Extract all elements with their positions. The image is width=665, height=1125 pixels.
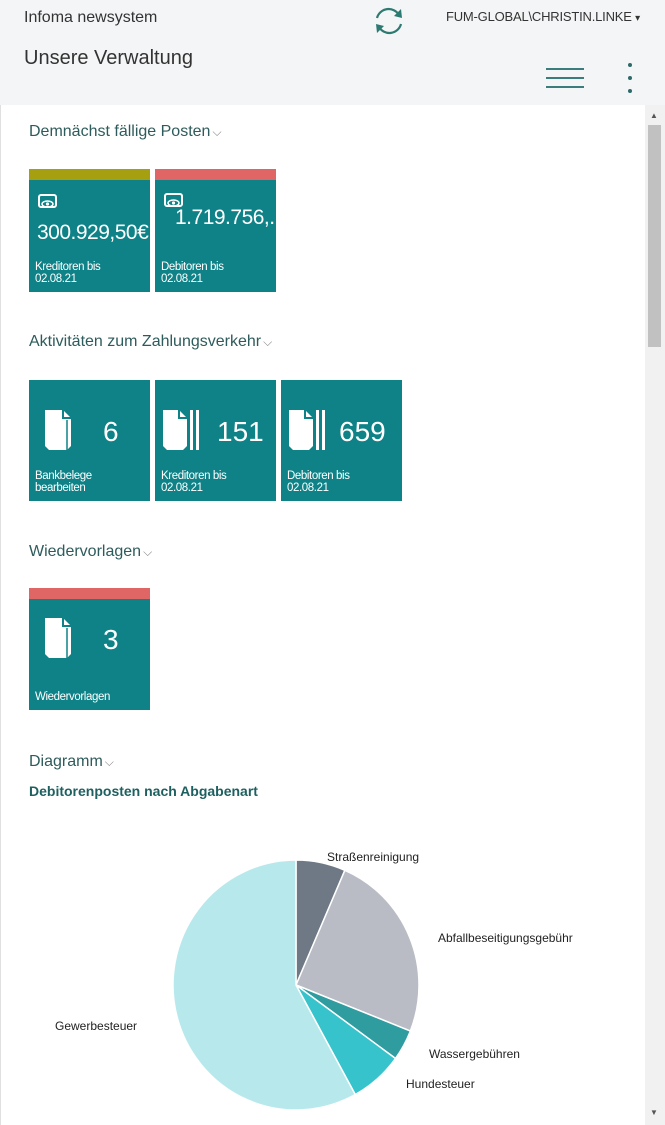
refresh-icon [375,7,403,35]
tile-bank-documents[interactable]: 6 Bankbelege bearbeiten [29,380,150,501]
eye-icon [38,194,57,208]
scroll-up-arrow-icon[interactable]: ▲ [650,111,658,120]
pie-label: Hundesteuer [406,1077,475,1091]
section-title: Diagramm [29,753,103,770]
app-title: Infoma newsystem [24,9,158,26]
tile-count: 3 [103,624,119,655]
tile-debtors-activities[interactable]: 659 Debitoren bis 02.08.21 [281,380,402,501]
tile-label: Debitoren bis 02.08.21 [287,470,350,494]
tile-value: 1.719.756,... [175,206,286,229]
tile-label: Kreditoren bis 02.08.21 [35,261,101,285]
pie-label: Abfallbeseitigungsgebühr [438,931,573,945]
section-title: Aktivitäten zum Zahlungsverkehr [29,333,262,350]
tile-creditors-due[interactable]: 300.929,50€ Kreditoren bis 02.08.21 [29,169,150,292]
user-name: FUM-GLOBAL\CHRISTIN.LINKE [446,9,632,24]
section-chart[interactable]: Diagramm ⌵ [29,753,114,771]
vertical-scrollbar[interactable]: ▲ ▼ [645,105,665,1125]
section-due-items[interactable]: Demnächst fällige Posten ⌵ [29,123,222,141]
tile-followups[interactable]: 3 Wiedervorlagen [29,588,150,710]
section-title: Wiedervorlagen [29,543,142,560]
scroll-thumb[interactable] [648,125,661,347]
tile-label: Debitoren bis 02.08.21 [161,261,224,285]
section-title: Demnächst fällige Posten [29,123,211,140]
pie-label: Wassergebühren [429,1047,520,1061]
chevron-down-icon: ⌵ [143,545,153,559]
tile-count: 151 [217,416,264,447]
pie-slice[interactable] [172,859,357,1111]
refresh-button[interactable] [370,3,408,39]
chevron-down-icon: ⌵ [104,755,114,769]
status-bar [155,169,276,180]
section-followups[interactable]: Wiedervorlagen ⌵ [29,543,152,561]
documents-stack-icon [163,410,199,450]
chevron-down-icon: ▾ [635,13,640,24]
scroll-down-arrow-icon[interactable]: ▼ [650,1108,658,1117]
page-title: Unsere Verwaltung [24,47,193,69]
document-icon [45,618,71,658]
chevron-down-icon: ⌵ [212,125,222,139]
status-bar [29,588,150,599]
main-content: Demnächst fällige Posten ⌵ 300.929,50€ Kr… [0,105,645,1125]
tile-count: 6 [103,416,119,447]
more-options-icon[interactable] [625,63,635,97]
eye-icon [164,193,183,207]
hamburger-menu-icon[interactable] [546,68,584,92]
tile-value: 300.929,50€ [37,221,149,244]
user-menu[interactable]: FUM-GLOBAL\CHRISTIN.LINKE ▾ [446,9,640,24]
tile-label: Bankbelege bearbeiten [35,470,92,494]
tile-label: Kreditoren bis 02.08.21 [161,470,227,494]
documents-stack-icon [289,410,325,450]
pie-label: Gewerbesteuer [55,1019,138,1033]
tile-debtors-due[interactable]: 1.719.756,... Debitoren bis 02.08.21 [155,169,286,292]
top-bar: Infoma newsystem FUM-GLOBAL\CHRISTIN.LIN… [0,0,665,105]
chart-title[interactable]: Debitorenposten nach Abgabenart [29,783,258,799]
pie-label: Straßenreinigung [327,850,420,864]
tile-label: Wiedervorlagen [35,691,110,703]
status-bar [29,169,150,180]
section-payment-activities[interactable]: Aktivitäten zum Zahlungsverkehr ⌵ [29,333,272,351]
pie-chart[interactable] [1,805,646,1125]
chevron-down-icon: ⌵ [263,335,273,349]
pie-slice[interactable] [295,869,420,1032]
tile-creditors-activities[interactable]: 151 Kreditoren bis 02.08.21 [155,380,276,501]
tile-count: 659 [339,416,386,447]
document-icon [45,410,71,450]
